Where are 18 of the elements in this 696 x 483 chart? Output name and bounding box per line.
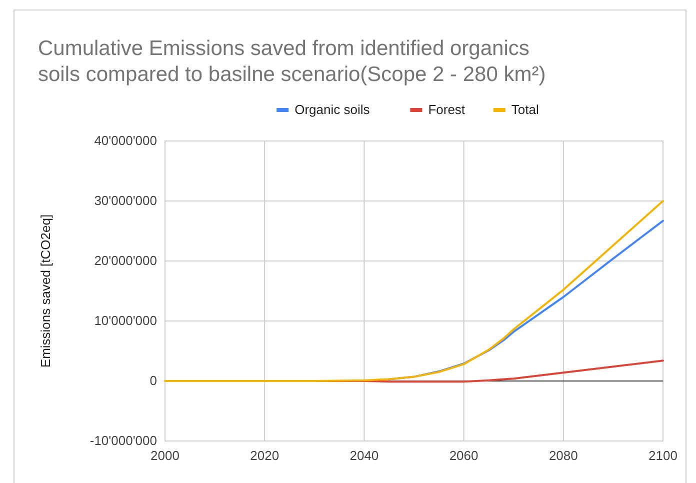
x-tick-label: 2100 [648,448,678,463]
x-tick-label: 2040 [350,448,379,463]
y-tick-label: 40'000'000 [94,133,157,148]
chart-title: Cumulative Emissions saved from identified organics soils compared to basilne scenario(Scope 2 - 280 km²) [38,37,546,86]
legend-label: Total [511,102,539,117]
line-series [164,200,664,382]
y-tick-label: 10'000'000 [94,313,157,328]
legend-label: Forest [428,102,466,117]
y-tick-label: -10'000'000 [90,433,157,448]
x-tick-label: 2000 [150,448,180,463]
x-tick-label: 2060 [449,448,478,463]
y-tick-label: 30'000'000 [94,193,157,208]
y-tick-label: 20'000'000 [94,253,157,268]
y-tick-label: 0 [150,373,157,388]
legend-label: Organic soils [294,102,370,117]
y-axis-title: Emissions saved [tCO2eq] [38,214,53,368]
x-tick-label: 2020 [250,448,280,463]
x-tick-label: 2080 [548,448,578,463]
